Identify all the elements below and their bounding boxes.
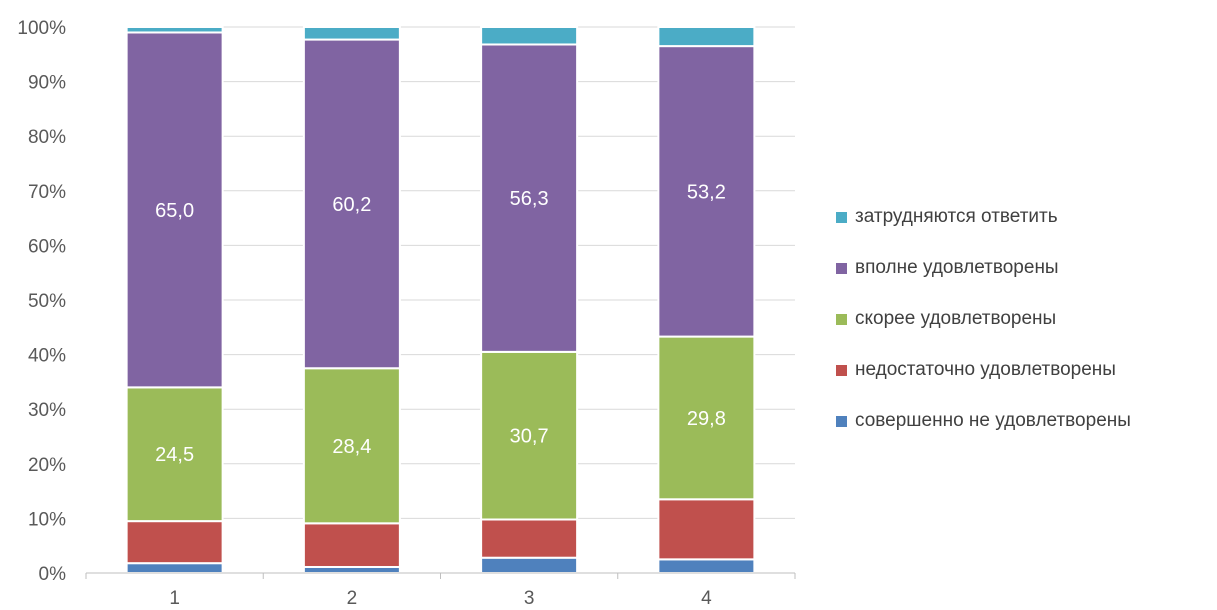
legend-label: недостаточно удовлетворены (855, 359, 1116, 380)
data-label: 56,3 (510, 188, 549, 210)
legend-swatch (836, 364, 847, 376)
data-label: 24,5 (155, 444, 194, 466)
bar-segment (480, 26, 579, 46)
bar-segment (125, 386, 224, 523)
legend-swatch (836, 211, 847, 223)
x-tick-label: 2 (347, 588, 358, 609)
bar-segment (125, 520, 224, 565)
data-label: 30,7 (510, 426, 549, 448)
legend-item: затрудняются ответить (836, 204, 1217, 230)
data-labels: 24,5 65,0 28,4 60,2 30,7 56,3 29,8 53,2 (155, 181, 726, 466)
x-tick-label: 3 (524, 588, 535, 609)
legend-label: скорее удовлетворены (855, 308, 1057, 329)
y-tick-label: 0% (39, 564, 67, 585)
bar-segment (657, 26, 756, 48)
bar-segment (302, 26, 401, 41)
legend-item: совершенно не удовлетворены (836, 408, 1217, 434)
bar-segment (657, 45, 756, 338)
bar-segment (480, 350, 579, 521)
legend-swatch (836, 415, 847, 427)
bar-segment (657, 558, 756, 574)
bar-segment (480, 43, 579, 353)
y-tick-label: 40% (28, 346, 66, 367)
legend-label: затрудняются ответить (855, 206, 1058, 227)
bars (125, 26, 756, 575)
x-tick-label: 1 (169, 588, 180, 609)
data-label: 60,2 (332, 194, 371, 216)
data-label: 65,0 (155, 200, 194, 222)
legend-label: вполне удовлетворены (855, 257, 1059, 278)
bar-segment (125, 26, 224, 34)
y-tick-label: 100% (17, 18, 66, 39)
bar-segment (125, 31, 224, 389)
legend-swatch (836, 313, 847, 325)
y-tick-label: 70% (28, 182, 66, 203)
legend-item: недостаточно удовлетворены (836, 357, 1217, 383)
legend-item: вполне удовлетворены (836, 255, 1217, 281)
legend-item: скорее удовлетворены (836, 306, 1217, 332)
bar-segment (480, 518, 579, 559)
y-tick-label: 80% (28, 127, 66, 148)
y-tick-label: 60% (28, 236, 66, 257)
bar-segment (657, 498, 756, 561)
data-label: 53,2 (687, 181, 726, 203)
bar-segment (480, 556, 579, 574)
legend-label: совершенно не удовлетворены (855, 410, 1131, 431)
data-label: 29,8 (687, 408, 726, 430)
bar-segment (125, 562, 224, 574)
y-tick-label: 20% (28, 455, 66, 476)
bar-segment (657, 335, 756, 501)
legend: затрудняются ответить вполне удовлетворе… (836, 204, 1217, 459)
y-tick-label: 30% (28, 400, 66, 421)
data-label: 28,4 (332, 436, 371, 458)
legend-swatch (836, 262, 847, 274)
x-tick-label: 4 (701, 588, 712, 609)
bar-segment (302, 367, 401, 525)
y-tick-label: 90% (28, 73, 66, 94)
y-tick-label: 10% (28, 509, 66, 530)
y-tick-label: 50% (28, 291, 66, 312)
x-axis: 1 2 3 4 (85, 572, 796, 609)
bar-segment (302, 38, 401, 370)
bar-segment (302, 522, 401, 568)
y-axis-ticks: 0% 10% 20% 30% 40% 50% 60% 70% 80% 90% 100% (17, 18, 66, 585)
